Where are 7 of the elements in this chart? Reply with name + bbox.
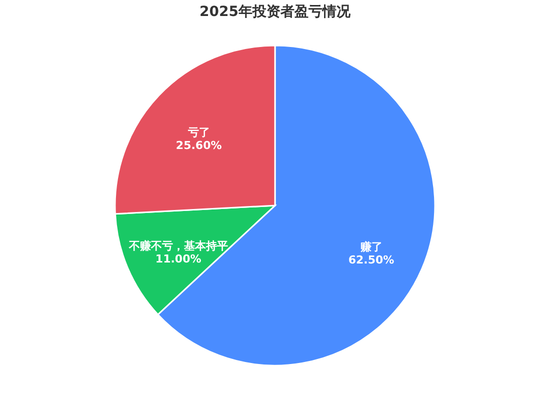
slice-label: 不赚不亏，基本持平: [128, 239, 228, 252]
slice-label: 赚了: [359, 240, 382, 254]
data-label: 11.00%: [155, 252, 202, 266]
chart-title: 2025年投资者盈亏情况: [200, 4, 352, 20]
data-label: 25.60%: [176, 139, 222, 152]
data-label: 62.50%: [348, 253, 394, 266]
slice-label: 亏了: [186, 126, 210, 140]
